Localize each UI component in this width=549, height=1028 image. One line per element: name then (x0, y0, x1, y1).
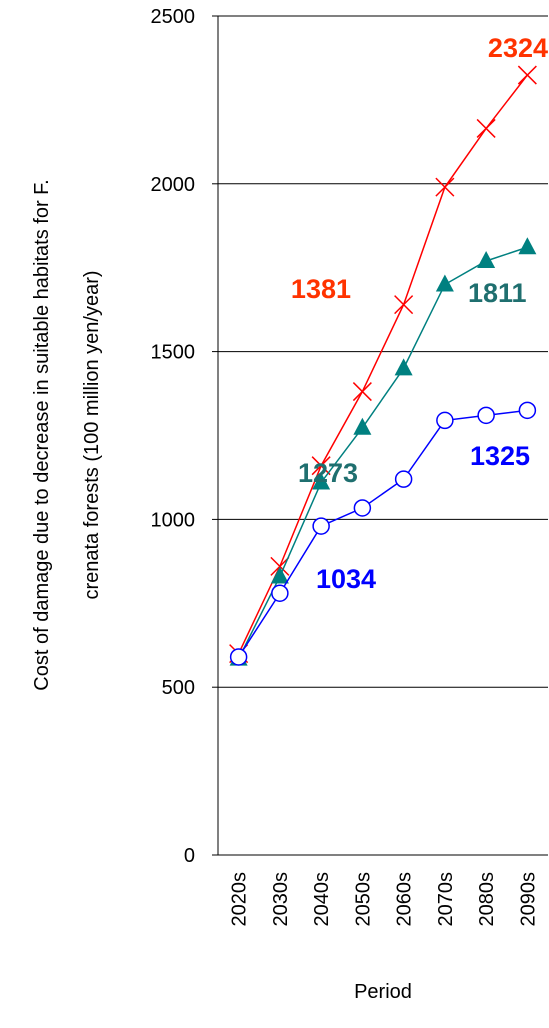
y-tick-label: 500 (162, 677, 195, 699)
series-line (237, 74, 528, 654)
marker (229, 648, 248, 666)
marker (517, 65, 537, 85)
data-label: 1811 (468, 278, 527, 308)
marker (271, 584, 289, 602)
y-tick-label: 2500 (151, 6, 196, 28)
marker (477, 250, 496, 268)
marker (435, 274, 454, 292)
marker (270, 566, 289, 584)
marker (518, 237, 537, 255)
marker (312, 472, 331, 490)
marker (518, 401, 537, 420)
marker (436, 411, 454, 430)
marker (394, 470, 413, 488)
data-label: 2324 (488, 33, 548, 63)
data-label: 1325 (470, 441, 530, 471)
x-axis-label: Period (354, 981, 412, 1003)
y-axis-label: crenata forests (100 million yen/year) (81, 270, 103, 599)
marker (394, 358, 413, 376)
x-tick-label: 2090s (517, 872, 539, 927)
marker (270, 556, 290, 576)
x-tick-label: 2050s (352, 872, 374, 927)
marker (311, 456, 331, 476)
x-tick-label: 2030s (270, 872, 292, 927)
y-tick-label: 1000 (151, 509, 196, 531)
marker (353, 417, 372, 435)
y-axis-label: Cost of damage due to decrease in suitab… (31, 179, 53, 690)
data-label: 1034 (316, 564, 376, 594)
data-label: 1273 (298, 458, 358, 488)
marker (476, 118, 496, 138)
x-tick-label: 2040s (311, 872, 333, 927)
y-tick-label: 0 (184, 845, 195, 867)
marker (435, 177, 455, 197)
data-label: 1381 (291, 274, 351, 304)
marker (394, 295, 414, 315)
y-tick-label: 2000 (151, 174, 196, 196)
marker (352, 382, 372, 402)
x-tick-label: 2080s (476, 872, 498, 927)
x-tick-label: 2020s (229, 872, 251, 927)
y-tick-label: 1500 (151, 342, 196, 364)
marker (477, 406, 495, 425)
marker (353, 499, 372, 517)
x-tick-label: 2060s (394, 872, 416, 927)
marker (312, 517, 330, 535)
x-tick-label: 2070s (435, 872, 457, 927)
